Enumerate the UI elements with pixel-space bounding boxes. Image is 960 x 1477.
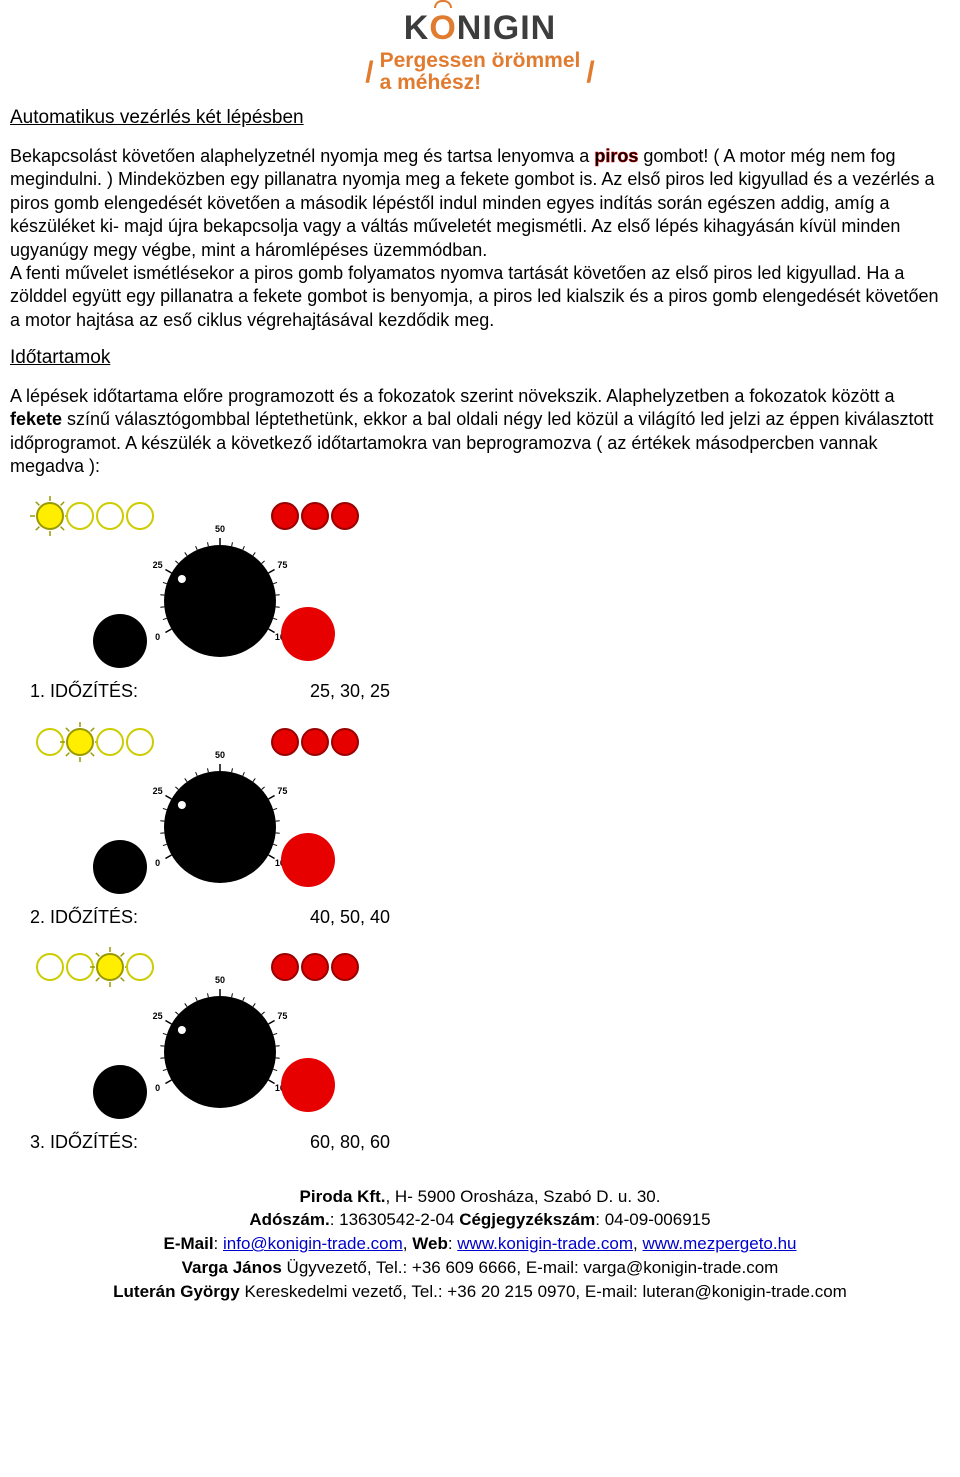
s2p1b: színű választógombbal léptethetünk, ekko…: [10, 409, 934, 476]
slash-left-icon: /: [365, 53, 373, 92]
footer-tax-label: Adószám.: [249, 1210, 329, 1229]
footer-reg-label: Cégjegyzékszám: [459, 1210, 595, 1229]
control-panel-diagram: 0 25 50 75 100: [10, 947, 430, 1127]
logo-o: O: [429, 6, 456, 50]
footer-email-label: E-Mail: [163, 1234, 213, 1253]
tagline-1: Pergessen örömmel: [380, 49, 581, 72]
svg-text:0: 0: [155, 1083, 160, 1093]
timing-values: 60, 80, 60: [310, 1131, 390, 1154]
svg-text:50: 50: [215, 750, 225, 760]
svg-text:75: 75: [277, 560, 287, 570]
footer-person1: Varga János: [182, 1258, 287, 1277]
timing-block-2: 0 25 50 75 100 2. IDŐZÍTÉS: 40, 50, 40: [10, 722, 950, 929]
timing-label: 3. IDŐZÍTÉS:: [30, 1131, 190, 1154]
footer-reg: : 04-09-006915: [595, 1210, 710, 1229]
section-title-timings: Időtartamok: [10, 346, 950, 371]
s1p1c: A fenti művelet ismétlésekor a piros gom…: [10, 263, 939, 330]
footer-web1-link[interactable]: www.konigin-trade.com: [457, 1234, 633, 1253]
footer-person2-det: Kereskedelmi vezető, Tel.: +36 20 215 09…: [244, 1282, 846, 1301]
svg-text:0: 0: [155, 632, 160, 642]
timing-block-1: 0 25 50 75 100 1. IDŐZÍTÉS: 25, 30, 25: [10, 496, 950, 703]
footer-web2-link[interactable]: www.mezpergeto.hu: [642, 1234, 796, 1253]
footer-company: Piroda Kft.: [300, 1187, 386, 1206]
f-comma1: ,: [403, 1234, 412, 1253]
section1-para1: Bekapcsolást követően alaphelyzetnél nyo…: [10, 145, 950, 332]
timing-block-3: 0 25 50 75 100 3. IDŐZÍTÉS: 60, 80, 60: [10, 947, 950, 1154]
tagline-2: a méhész!: [380, 71, 482, 94]
footer-web-label: Web: [412, 1234, 448, 1253]
section2-para1: A lépések időtartama előre programozott …: [10, 385, 950, 479]
timing-values: 25, 30, 25: [310, 680, 390, 703]
svg-text:25: 25: [153, 786, 163, 796]
logo-brand: KONIGIN: [10, 6, 950, 50]
svg-text:50: 50: [215, 975, 225, 985]
svg-text:75: 75: [277, 1011, 287, 1021]
footer-person2: Luterán György: [113, 1282, 244, 1301]
svg-text:25: 25: [153, 560, 163, 570]
footer-email-link[interactable]: info@konigin-trade.com: [223, 1234, 403, 1253]
slash-right-icon: /: [586, 53, 594, 92]
red-word: piros: [594, 146, 638, 166]
control-panel-diagram: 0 25 50 75 100: [10, 722, 430, 902]
s2-bold: fekete: [10, 409, 62, 429]
svg-text:25: 25: [153, 1011, 163, 1021]
timing-label: 2. IDŐZÍTÉS:: [30, 906, 190, 929]
logo-post: NIGIN: [457, 9, 556, 47]
s1p1a: Bekapcsolást követően alaphelyzetnél nyo…: [10, 146, 594, 166]
footer-person1-det: Ügyvezető, Tel.: +36 609 6666, E-mail: v…: [287, 1258, 779, 1277]
footer-addr: , H- 5900 Orosháza, Szabó D. u. 30.: [385, 1187, 660, 1206]
svg-text:75: 75: [277, 786, 287, 796]
footer-tax: : 13630542-2-04: [330, 1210, 460, 1229]
section-title-auto: Automatikus vezérlés két lépésben: [10, 106, 950, 131]
svg-text:50: 50: [215, 524, 225, 534]
f-colon2: :: [448, 1234, 457, 1253]
footer: Piroda Kft., H- 5900 Orosháza, Szabó D. …: [10, 1185, 950, 1304]
s2p1a: A lépések időtartama előre programozott …: [10, 386, 895, 406]
logo: KONIGIN / Pergessen örömmel a méhész! /: [10, 0, 950, 98]
logo-pre: K: [404, 9, 430, 47]
timing-values: 40, 50, 40: [310, 906, 390, 929]
control-panel-diagram: 0 25 50 75 100: [10, 496, 430, 676]
svg-text:0: 0: [155, 858, 160, 868]
timing-label: 1. IDŐZÍTÉS:: [30, 680, 190, 703]
f-colon1: :: [214, 1234, 223, 1253]
logo-tagline-row: / Pergessen örömmel a méhész! /: [10, 50, 950, 94]
